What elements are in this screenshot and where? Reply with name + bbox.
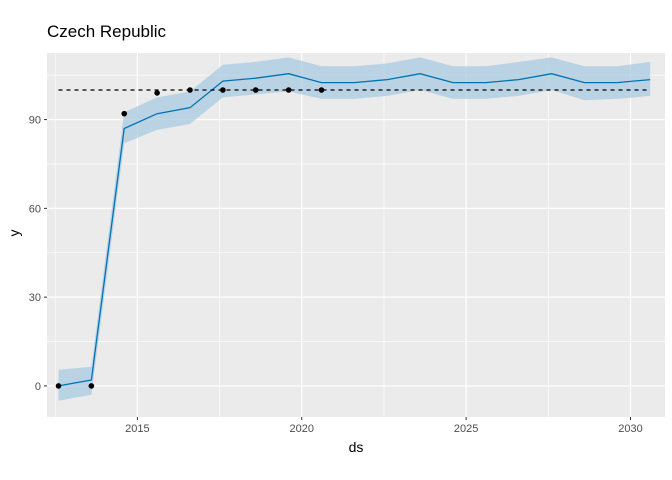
forecast-line [58, 73, 651, 387]
axis-ticks-layer: 2015 2020 2025 2030 0 30 60 90 [29, 115, 643, 435]
forecast-line-layer [58, 73, 651, 387]
uncertainty-band [58, 57, 651, 401]
observed-point [154, 90, 160, 96]
y-tick-label: 60 [29, 203, 41, 215]
observed-point [285, 87, 292, 93]
observed-point [121, 110, 128, 117]
x-tick-label: 2025 [454, 423, 478, 435]
chart-title: Czech Republic [47, 22, 167, 41]
x-axis-title: ds [349, 439, 364, 455]
uncertainty-band-layer [58, 57, 651, 401]
observed-point [55, 383, 62, 389]
minor-gridlines [47, 53, 665, 417]
x-tick-label: 2030 [618, 423, 642, 435]
x-tick-label: 2020 [290, 423, 314, 435]
y-axis-title: y [6, 230, 22, 237]
y-tick-label: 90 [29, 115, 41, 127]
observed-point [318, 87, 325, 93]
observed-point [252, 87, 259, 93]
x-tick-label: 2015 [125, 423, 149, 435]
observed-point [88, 383, 95, 389]
y-tick-label: 0 [35, 381, 41, 393]
observed-point [220, 87, 226, 93]
observed-points-layer [55, 87, 325, 389]
observed-point [187, 87, 193, 93]
y-tick-label: 30 [29, 292, 41, 304]
